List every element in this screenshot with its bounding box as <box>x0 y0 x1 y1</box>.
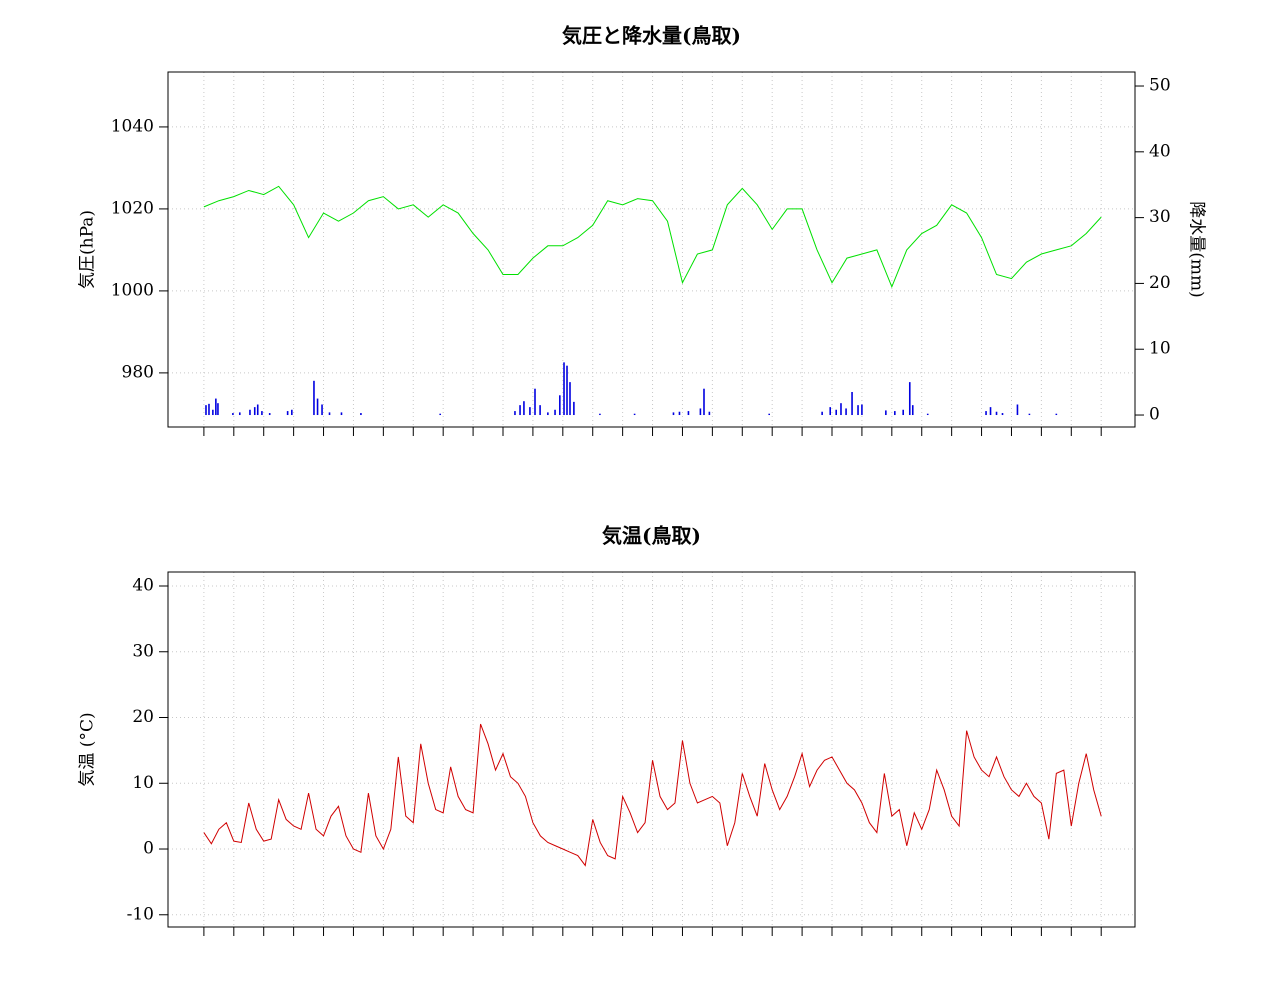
bar <box>1016 404 1019 416</box>
bar <box>1055 413 1058 416</box>
bar <box>208 403 210 416</box>
bar <box>360 413 362 416</box>
bar <box>316 398 319 416</box>
y2-tick-label: 40 <box>1149 141 1171 161</box>
y-tick-label: 10 <box>132 773 154 793</box>
bar <box>678 411 681 416</box>
y-tick-label: 1000 <box>111 280 154 300</box>
y-tick-label: 980 <box>122 362 154 382</box>
chart-title: 気圧と降水量(鳥取) <box>562 24 741 48</box>
bar <box>321 404 323 416</box>
bar <box>829 407 832 416</box>
bar <box>708 411 711 416</box>
plot-frame <box>167 571 1136 928</box>
chart-title: 気温(鳥取) <box>602 524 701 548</box>
bar <box>559 395 561 416</box>
bar <box>217 403 219 416</box>
bar <box>514 411 516 416</box>
y-axis-label: 気圧(hPa) <box>78 210 98 289</box>
bar <box>340 412 343 416</box>
bar <box>840 403 842 416</box>
bar <box>215 398 217 416</box>
bar <box>835 409 837 416</box>
y2-tick-label: 30 <box>1149 207 1171 227</box>
bar <box>261 411 263 416</box>
data-line <box>203 185 1102 289</box>
bar <box>256 404 259 416</box>
bar <box>205 405 207 416</box>
bar <box>253 407 256 416</box>
bar <box>851 391 853 416</box>
bar <box>861 404 863 416</box>
data-line <box>203 723 1102 867</box>
bar <box>523 401 525 416</box>
bar <box>768 413 770 416</box>
y-tick-label: 30 <box>132 641 154 661</box>
bar <box>908 382 911 416</box>
bar <box>554 409 556 416</box>
bar <box>845 408 847 416</box>
y-tick-label: -10 <box>127 904 154 924</box>
bar <box>1028 413 1031 416</box>
bar <box>268 413 271 416</box>
y-tick-label: 0 <box>143 839 154 859</box>
y2-tick-label: 20 <box>1149 273 1171 293</box>
bar <box>672 412 675 416</box>
y-axis-label: 気温 (°C) <box>78 712 98 786</box>
bar <box>995 411 998 416</box>
bar <box>989 407 992 416</box>
bar <box>699 408 702 416</box>
bar <box>633 413 636 416</box>
bar <box>249 409 251 416</box>
bar <box>926 413 929 416</box>
bar <box>328 412 331 416</box>
bar <box>573 401 575 416</box>
bar <box>439 413 441 416</box>
bar <box>821 411 823 416</box>
bar <box>238 412 241 416</box>
bar <box>894 411 896 416</box>
bar <box>563 362 565 416</box>
bar <box>232 413 234 416</box>
bar <box>291 409 293 416</box>
y2-tick-label: 50 <box>1149 76 1171 96</box>
bar <box>519 405 521 416</box>
bar <box>212 409 214 416</box>
bar <box>539 405 541 416</box>
bar <box>1001 413 1004 416</box>
bar <box>529 407 531 416</box>
y-tick-label: 40 <box>132 576 154 596</box>
y2-axis-label: 降水量(mm) <box>1187 201 1207 298</box>
bar <box>687 411 690 416</box>
bar <box>569 382 571 416</box>
bar <box>534 388 536 416</box>
bar <box>911 405 914 416</box>
plot-frame <box>167 71 1136 428</box>
bar <box>902 409 904 416</box>
y2-tick-label: 0 <box>1149 405 1160 425</box>
bar <box>566 365 568 416</box>
y-tick-label: 1020 <box>111 198 154 218</box>
bar <box>313 380 315 416</box>
y-tick-label: 20 <box>132 707 154 727</box>
bar <box>547 412 549 416</box>
bar <box>885 410 887 416</box>
y-tick-label: 1040 <box>111 116 154 136</box>
y2-tick-label: 10 <box>1149 339 1171 359</box>
bar <box>286 411 289 416</box>
bar <box>985 411 987 416</box>
bar <box>703 388 705 416</box>
bar <box>857 405 859 416</box>
bar <box>599 413 601 416</box>
